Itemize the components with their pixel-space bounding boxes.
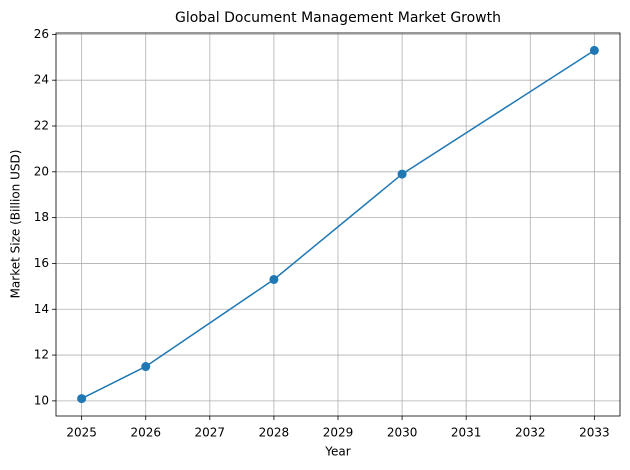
chart-title: Global Document Management Market Growth <box>175 10 501 26</box>
x-tick-label: 2031 <box>451 426 482 440</box>
y-tick-label: 14 <box>34 302 49 316</box>
x-axis-label: Year <box>324 445 350 459</box>
y-axis-label: Market Size (Billion USD) <box>9 150 23 299</box>
y-tick-label: 10 <box>34 393 49 407</box>
y-tick-label: 16 <box>34 256 49 270</box>
y-tick-label: 24 <box>34 73 49 87</box>
data-point <box>77 394 87 404</box>
data-point <box>141 362 151 372</box>
x-tick-label: 2027 <box>195 426 226 440</box>
x-tick-label: 2026 <box>130 426 161 440</box>
x-tick-label: 2030 <box>387 426 418 440</box>
data-point <box>397 169 407 179</box>
y-tick-label: 18 <box>34 210 49 224</box>
data-point <box>269 274 279 284</box>
y-tick-label: 26 <box>34 27 49 41</box>
y-tick-label: 22 <box>34 119 49 133</box>
x-tick-label: 2028 <box>259 426 290 440</box>
y-tick-label: 20 <box>34 164 49 178</box>
x-tick-label: 2033 <box>579 426 610 440</box>
x-tick-label: 2025 <box>66 426 97 440</box>
x-tick-label: 2029 <box>323 426 354 440</box>
data-point <box>589 45 599 55</box>
y-tick-label: 12 <box>34 348 49 362</box>
plot-frame <box>55 32 621 417</box>
x-tick-label: 2032 <box>515 426 546 440</box>
